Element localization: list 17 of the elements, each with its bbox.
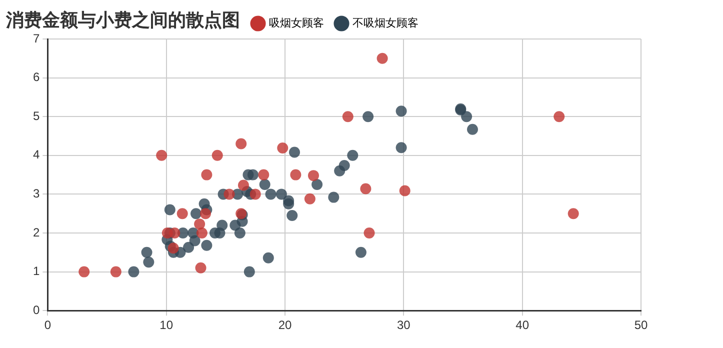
x-tick-label: 0 — [44, 318, 52, 332]
x-tick-label: 40 — [516, 318, 530, 332]
y-tick-label: 2 — [32, 225, 40, 240]
x-tick-label: 10 — [160, 318, 174, 332]
legend-label: 吸烟女顾客 — [269, 16, 324, 30]
y-tick-label: 0 — [32, 302, 40, 317]
y-tick-label: 4 — [32, 148, 40, 162]
x-tick-label: 50 — [634, 318, 648, 332]
y-tick-label: 1 — [32, 264, 40, 278]
y-tick-label: 5 — [32, 108, 40, 123]
x-tick-label: 30 — [396, 318, 411, 332]
chart-title: 消费金额与小费之间的散点图 — [6, 9, 240, 32]
y-tick-label: 6 — [32, 70, 40, 84]
y-tick-label: 3 — [32, 186, 40, 201]
legend-label: 不吸烟女顾客 — [352, 16, 418, 30]
x-tick-label: 20 — [278, 318, 292, 332]
y-tick-label: 7 — [32, 31, 40, 46]
